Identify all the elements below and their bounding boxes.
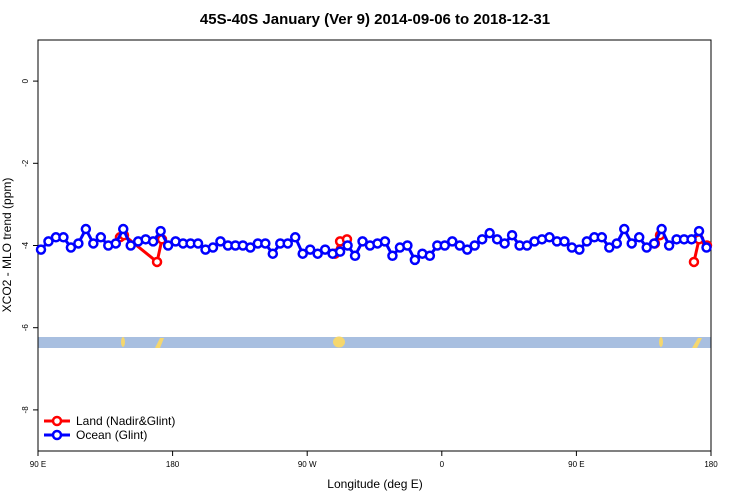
map-strip [38, 336, 711, 348]
y-tick-label: -4 [21, 241, 30, 249]
point [73, 238, 84, 249]
point [596, 232, 608, 243]
point [162, 240, 174, 251]
point [648, 238, 660, 249]
point [80, 223, 92, 235]
point [424, 250, 436, 262]
point [147, 236, 159, 247]
point [319, 244, 331, 255]
point [476, 234, 488, 245]
point [215, 236, 226, 247]
point [334, 246, 346, 257]
chart-title: 45S-40S January (Ver 9) 2014-09-06 to 20… [200, 11, 550, 28]
legend-label: Land (Nadir&Glint) [76, 414, 175, 428]
point [58, 232, 69, 243]
point [574, 244, 585, 255]
point [192, 238, 204, 249]
point [491, 234, 503, 245]
point [95, 232, 107, 243]
point [447, 236, 458, 247]
y-tick-label: 0 [21, 78, 30, 83]
x-tick-label: 90 E [568, 460, 584, 469]
point [626, 238, 637, 249]
point [506, 229, 518, 241]
point [43, 236, 54, 247]
point [289, 232, 301, 243]
point [110, 238, 122, 249]
point [65, 242, 77, 253]
point [312, 248, 323, 259]
point [35, 244, 47, 255]
x-tick-label: 90 E [30, 460, 46, 469]
legend-marker [51, 415, 63, 427]
point [155, 225, 166, 237]
point [701, 242, 712, 253]
point [633, 232, 645, 243]
point [349, 250, 361, 262]
point [688, 256, 700, 268]
point [207, 242, 219, 253]
x-tick-label: 180 [704, 460, 718, 469]
point [245, 242, 256, 253]
point [297, 248, 308, 259]
x-tick-label: 0 [440, 460, 445, 469]
point [342, 240, 353, 251]
point [379, 236, 391, 247]
point [686, 234, 697, 245]
point [461, 244, 473, 255]
point [604, 242, 615, 253]
point [260, 238, 271, 249]
point [387, 250, 398, 262]
point [151, 256, 163, 268]
point [611, 238, 623, 249]
point [439, 240, 451, 251]
point [117, 223, 129, 235]
point [409, 254, 421, 266]
point [559, 236, 570, 247]
y-tick-label: -6 [21, 324, 30, 332]
point [499, 238, 510, 249]
point [357, 236, 368, 247]
point [656, 223, 667, 235]
point [267, 248, 279, 259]
point [304, 244, 316, 255]
point [581, 236, 593, 247]
point [619, 223, 630, 235]
y-tick-label: -2 [21, 159, 30, 167]
point [521, 240, 533, 251]
x-tick-label: 90 W [298, 460, 317, 469]
point [88, 238, 99, 249]
point [693, 225, 705, 237]
point [641, 242, 652, 253]
point [484, 227, 495, 239]
y-axis-label: XCO2 - MLO trend (ppm) [0, 178, 14, 313]
point [402, 240, 413, 251]
y-tick-label: -8 [21, 406, 30, 414]
point [469, 240, 480, 251]
legend-marker [51, 429, 63, 441]
x-tick-label: 180 [166, 460, 180, 469]
point [544, 232, 555, 243]
point [282, 238, 294, 249]
point [454, 240, 465, 251]
point [125, 240, 136, 251]
x-axis-label: Longitude (deg E) [327, 477, 422, 491]
point [663, 240, 675, 251]
legend-label: Ocean (Glint) [76, 428, 147, 442]
